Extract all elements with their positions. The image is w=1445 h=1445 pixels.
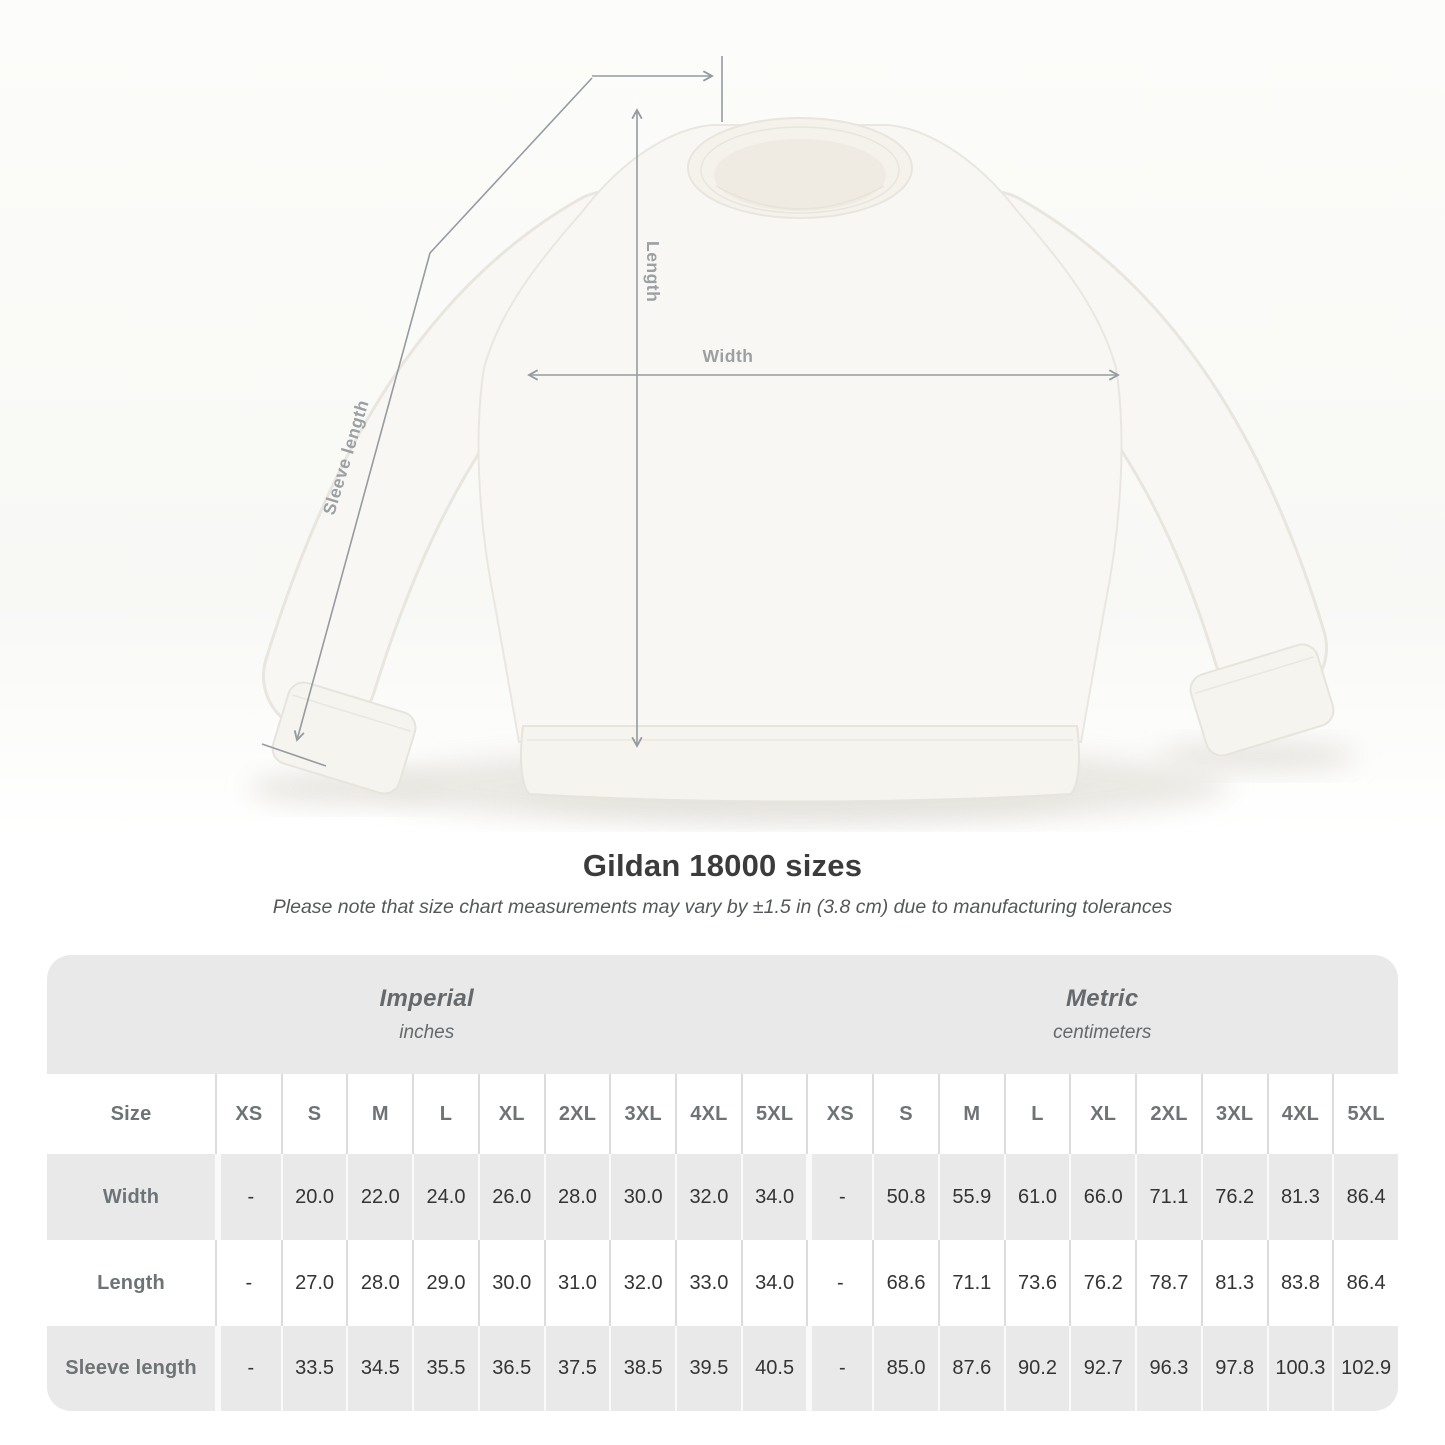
table-cell: 68.6 [872,1240,938,1326]
col-header: XS [215,1074,281,1154]
table-cell: 86.4 [1332,1240,1398,1326]
shoulder-extension-arrow [592,56,723,122]
table-cell: 86.4 [1332,1154,1398,1240]
corner-header: Size [47,1074,215,1154]
product-size-diagram: Length Width Sleeve length [0,0,1445,832]
table-cell: 81.3 [1266,1154,1333,1240]
table-cell: 78.7 [1135,1240,1201,1326]
table-cell: 37.5 [543,1326,610,1411]
size-table: Imperial inches Metric centimeters Size … [47,955,1398,1411]
table-cell: - [215,1154,281,1240]
col-header: M [937,1074,1004,1154]
imperial-group-unit: inches [399,1022,455,1043]
table-cell: 24.0 [412,1154,478,1240]
col-header: 3XL [1200,1074,1267,1154]
row-label: Sleeve length [47,1326,215,1411]
unit-group-imperial: Imperial inches [47,955,807,1074]
col-header: 3XL [609,1074,676,1154]
row-label: Length [47,1240,215,1326]
table-cell: 90.2 [1003,1326,1070,1411]
table-cell: 33.0 [675,1240,741,1326]
garment-illustration: Length Width Sleeve length [0,0,1445,832]
table-cell: 85.0 [872,1326,938,1411]
collar [687,117,913,219]
col-header: L [412,1074,478,1154]
metric-group-title: Metric [1065,985,1139,1012]
table-cell: 28.0 [543,1154,610,1240]
table-cell: 22.0 [346,1154,413,1240]
table-cell: - [806,1154,873,1240]
col-header: 4XL [675,1074,741,1154]
col-header: 2XL [1135,1074,1201,1154]
hem-band [520,725,1080,803]
col-header: 5XL [740,1074,807,1154]
table-cell: 97.8 [1200,1326,1267,1411]
table-cell: 96.3 [1135,1326,1201,1411]
table-cell: 29.0 [412,1240,478,1326]
col-header: L [1003,1074,1070,1154]
table-cell: 55.9 [937,1154,1004,1240]
left-cuff [271,681,417,795]
imperial-group-title: Imperial [379,985,474,1012]
table-cell: 36.5 [477,1326,544,1411]
table-cell: - [806,1240,873,1326]
table-cell: 32.0 [675,1154,741,1240]
table-cell: 71.1 [937,1240,1004,1326]
table-cell: 87.6 [937,1326,1004,1411]
table-cell: 38.5 [609,1326,676,1411]
table-cell: 81.3 [1200,1240,1267,1326]
table-cell: 76.2 [1069,1240,1136,1326]
col-header: M [346,1074,413,1154]
table-cell: 34.5 [346,1326,413,1411]
table-cell: 39.5 [675,1326,741,1411]
unit-group-metric: Metric centimeters [806,955,1398,1074]
table-cell: 50.8 [872,1154,938,1240]
table-cell: 27.0 [280,1240,347,1326]
col-header: 5XL [1332,1074,1398,1154]
table-cell: 31.0 [543,1240,610,1326]
col-header: 2XL [543,1074,610,1154]
table-cell: - [806,1326,873,1411]
table-cell: 20.0 [280,1154,347,1240]
table-cell: 33.5 [280,1326,347,1411]
table-cell: 28.0 [346,1240,413,1326]
length-label: Length [643,241,663,302]
table-cell: 61.0 [1003,1154,1070,1240]
col-header: XL [477,1074,544,1154]
col-header: XL [1069,1074,1136,1154]
table-cell: 34.0 [740,1154,807,1240]
row-label: Width [47,1154,215,1240]
metric-group-unit: centimeters [1053,1022,1152,1043]
table-cell: 76.2 [1200,1154,1267,1240]
table-cell: 40.5 [740,1326,807,1411]
table-cell: 100.3 [1266,1326,1333,1411]
col-header: S [872,1074,938,1154]
table-cell: 32.0 [609,1240,676,1326]
sleeve-length-arrow [261,77,593,767]
col-header: S [280,1074,347,1154]
table-cell: 34.0 [740,1240,807,1326]
table-cell: 92.7 [1069,1326,1136,1411]
table-cell: - [215,1326,281,1411]
width-label: Width [703,346,754,366]
table-cell: 66.0 [1069,1154,1136,1240]
right-cuff [1189,643,1335,757]
table-cell: 73.6 [1003,1240,1070,1326]
col-header: XS [806,1074,873,1154]
table-cell: 71.1 [1135,1154,1201,1240]
table-cell: 26.0 [477,1154,544,1240]
page-title: Gildan 18000 sizes [582,848,863,883]
table-cell: 102.9 [1332,1326,1398,1411]
tolerance-note: Please note that size chart measurements… [272,896,1173,918]
table-cell: - [215,1240,281,1326]
col-header: 4XL [1266,1074,1333,1154]
table-cell: 83.8 [1266,1240,1333,1326]
table-cell: 35.5 [412,1326,478,1411]
table-cell: 30.0 [609,1154,676,1240]
table-cell: 30.0 [477,1240,544,1326]
